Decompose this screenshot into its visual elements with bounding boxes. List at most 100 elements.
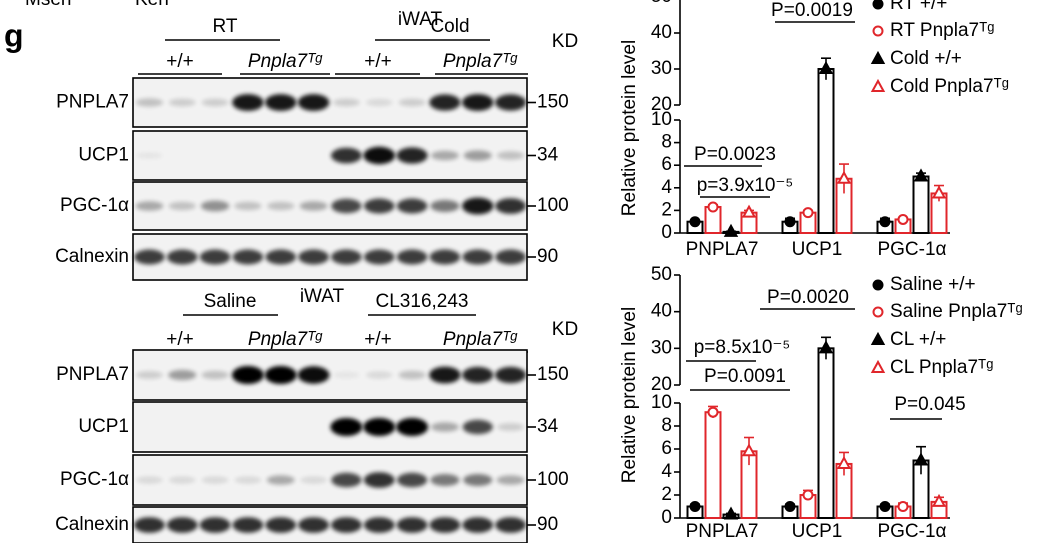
blot-strip (132, 349, 528, 401)
band (135, 98, 164, 107)
band (431, 422, 459, 432)
band (331, 517, 362, 533)
band (363, 517, 395, 533)
band (232, 94, 264, 111)
band (201, 98, 229, 107)
y-tick-label: 4 (661, 461, 672, 482)
group-label: Cold (430, 16, 469, 37)
band (364, 249, 395, 265)
data-point (689, 501, 701, 512)
band (430, 200, 460, 212)
y-tick-label: 6 (661, 438, 672, 459)
blot-strip (132, 233, 528, 281)
band (265, 94, 297, 111)
band (463, 474, 493, 486)
band (266, 475, 295, 485)
band (298, 249, 329, 265)
legend-label: Cold +/+ (890, 48, 962, 69)
x-tick-label: UCP1 (792, 521, 843, 542)
band (396, 517, 428, 533)
y-tick-label: 6 (661, 154, 672, 175)
band (232, 249, 264, 265)
band (201, 370, 229, 380)
band (331, 198, 362, 214)
size-label: 150 (537, 364, 569, 385)
band (135, 371, 163, 379)
band (331, 249, 362, 265)
legend-marker (872, 279, 884, 291)
band (166, 517, 198, 533)
data-point (931, 185, 947, 199)
band (267, 201, 295, 211)
band (463, 150, 492, 161)
kd-label: KD (552, 31, 578, 52)
band (363, 472, 395, 488)
band (496, 475, 525, 485)
band (330, 418, 363, 436)
p-value: p=3.9x10⁻⁵ (697, 175, 794, 196)
group-label: CL316,243 (376, 291, 469, 312)
band (298, 517, 329, 533)
x-tick-label: PGC-1α (877, 521, 946, 542)
bar (817, 68, 835, 234)
band (363, 418, 396, 436)
data-point (784, 216, 796, 228)
tissue-label: iWAT (300, 286, 345, 307)
band (265, 249, 296, 265)
band (134, 249, 165, 265)
y-axis-label: Relative protein level (619, 40, 640, 216)
band (429, 517, 461, 533)
genotype-label: +/+ (364, 51, 391, 72)
legend-label: Saline +/+ (890, 274, 976, 295)
x-tick-label: PNPLA7 (686, 521, 759, 542)
band (365, 98, 393, 107)
band (297, 94, 330, 111)
blot-strip (132, 506, 528, 543)
y-tick-label: 50 (651, 0, 672, 7)
data-point (784, 501, 796, 512)
data-point (913, 168, 929, 182)
row-label: PNPLA7 (56, 92, 129, 113)
band (429, 94, 461, 111)
band (496, 151, 525, 160)
band (297, 366, 330, 384)
band (134, 517, 165, 533)
band (398, 98, 426, 107)
data-point (707, 406, 719, 418)
band (300, 476, 327, 484)
band (462, 249, 493, 265)
legend-marker (872, 0, 884, 10)
band (333, 371, 360, 379)
band (136, 152, 163, 159)
y-tick-label: 8 (661, 415, 672, 436)
genotype-label: +/+ (166, 329, 193, 350)
y-tick-label: 30 (651, 337, 672, 358)
band (365, 371, 393, 379)
x-tick-label: PNPLA7 (686, 239, 759, 260)
y-tick-label: 10 (651, 392, 672, 413)
legend-label: Cold Pnpla7ᵀᵍ (890, 76, 1009, 97)
band (234, 201, 262, 211)
group-label: RT (213, 16, 238, 37)
band (495, 366, 527, 384)
band (200, 200, 230, 212)
band (363, 146, 396, 165)
band (234, 476, 262, 484)
band (396, 418, 429, 436)
y-tick-label: 8 (661, 132, 672, 153)
p-value: P=0.0019 (771, 0, 853, 21)
genotype-label: Pnpla7ᵀᵍ (248, 51, 323, 72)
data-point (836, 170, 852, 184)
band (495, 198, 526, 214)
band (231, 366, 264, 384)
y-tick-label: 10 (651, 109, 672, 130)
y-tick-label: 30 (651, 58, 672, 79)
y-tick-label: 0 (661, 222, 672, 243)
size-label: 150 (537, 92, 569, 113)
row-label: Calnexin (55, 246, 129, 267)
band (168, 98, 196, 107)
cut-label: Msen (25, 0, 71, 10)
legend-marker (872, 306, 884, 318)
band (168, 369, 197, 381)
size-label: 100 (537, 195, 569, 216)
